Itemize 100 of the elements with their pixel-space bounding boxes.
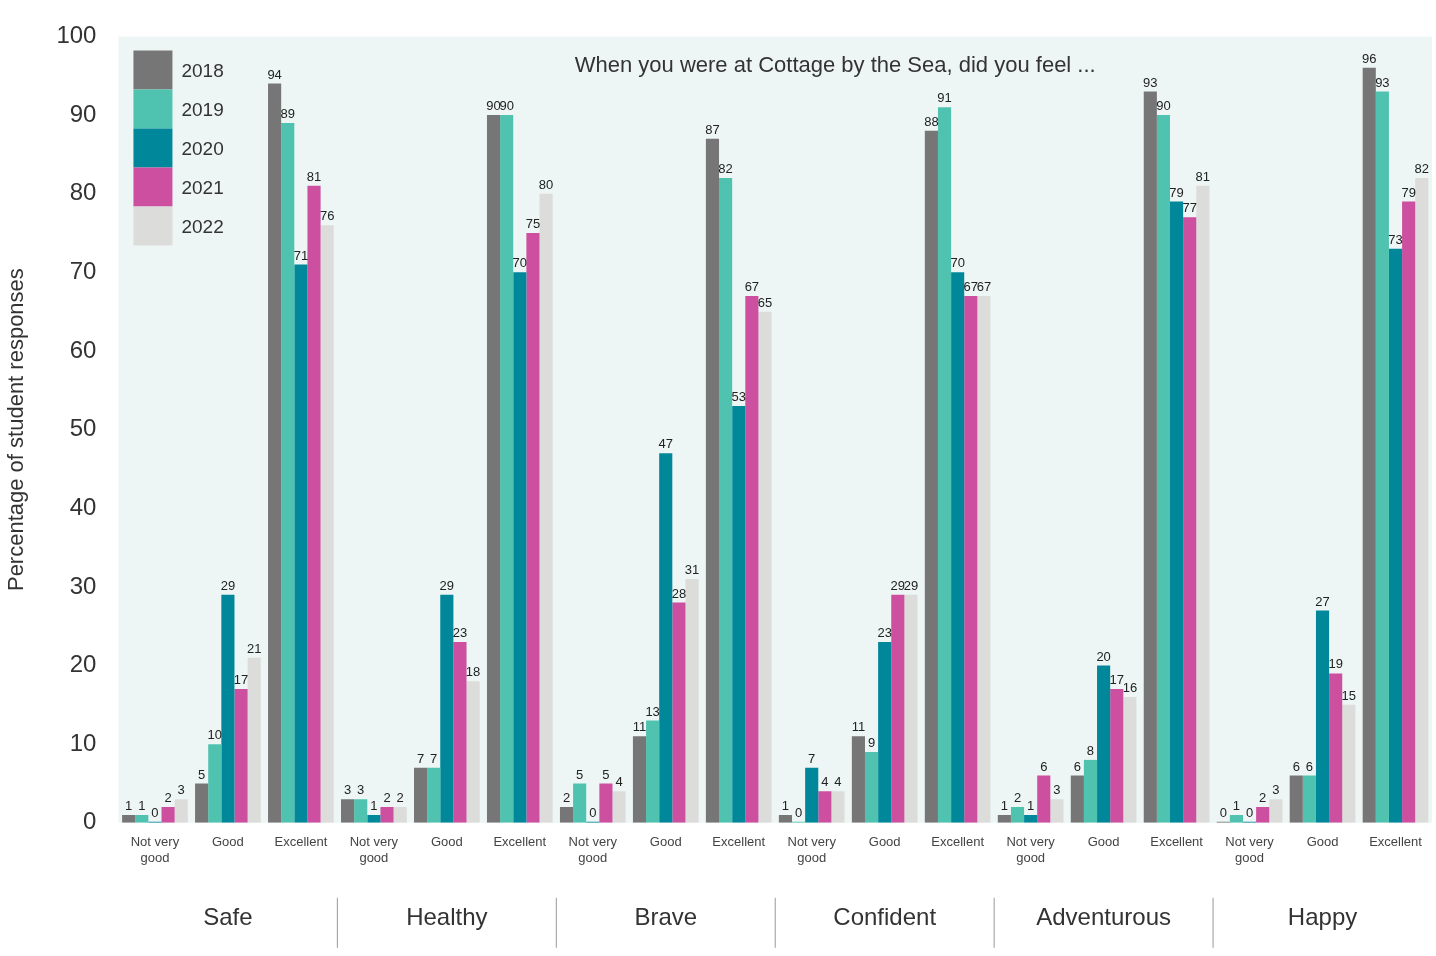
bar (685, 579, 699, 823)
y-tick-label: 70 (69, 256, 97, 284)
x-tick-label: Not very good (1225, 834, 1275, 865)
data-label: 2 (1259, 790, 1267, 806)
data-label: 5 (198, 766, 206, 782)
data-label: 71 (293, 247, 309, 263)
x-tick-label: Excellent (712, 834, 766, 850)
bar (891, 594, 905, 823)
data-label: 1 (1232, 798, 1241, 814)
y-tick-label: 50 (69, 414, 97, 442)
data-label: 0 (1245, 804, 1254, 820)
data-label: 3 (1053, 782, 1061, 798)
bar (1143, 91, 1157, 823)
bar (1375, 91, 1389, 823)
y-axis-title: Percentage of student responses (3, 268, 29, 592)
x-tick-label: Excellent (493, 834, 547, 850)
data-label: 9 (867, 735, 876, 751)
x-tick-label: Not very good (787, 834, 837, 865)
bar (294, 264, 308, 823)
data-label: 67 (744, 278, 760, 294)
text: When you were at Cottage by the Sea, did you feel ... (574, 52, 1096, 78)
x-tick-label: Good (430, 834, 463, 850)
data-label: 2 (396, 790, 404, 806)
bar (539, 193, 553, 823)
legend-label: 2021 (181, 177, 224, 199)
bar (161, 807, 175, 823)
text: Safe (203, 903, 253, 931)
data-label: 0 (1219, 804, 1227, 820)
data-label: 16 (1122, 680, 1138, 696)
text: Healthy (406, 903, 488, 931)
x-tick-label: Excellent (274, 834, 328, 850)
bar (1123, 696, 1137, 823)
data-label: 4 (821, 774, 829, 790)
data-label: 7 (430, 750, 438, 766)
bar (427, 767, 441, 823)
bar (1315, 610, 1330, 823)
bar (1402, 201, 1416, 823)
bar (1269, 799, 1283, 823)
data-label: 7 (808, 750, 816, 766)
data-label: 1 (125, 798, 133, 814)
data-label: 2 (164, 790, 172, 806)
data-label: 17 (1109, 672, 1124, 688)
data-label: 8 (1086, 742, 1095, 758)
bar (632, 736, 647, 823)
x-tick-label: Not very good (130, 834, 180, 865)
data-label: 3 (343, 782, 352, 798)
bar (705, 138, 720, 823)
x-tick-label: Good (1087, 834, 1120, 850)
bar (486, 115, 501, 823)
bar (453, 641, 467, 823)
bar (380, 807, 394, 823)
data-label: 21 (246, 640, 262, 656)
bar (500, 115, 514, 823)
y-tick-label: 90 (69, 99, 97, 127)
bar (320, 225, 334, 823)
x-tick-label: Good (1306, 834, 1339, 850)
data-label: 47 (658, 436, 673, 452)
data-label: 29 (220, 577, 236, 593)
bar (1388, 248, 1403, 823)
data-label: 13 (645, 703, 660, 719)
y-tick-label: 20 (69, 650, 97, 678)
data-label: 29 (903, 577, 919, 593)
data-label: 1 (138, 798, 146, 814)
bar (719, 177, 733, 823)
x-tick-label: Good (868, 834, 901, 850)
data-label: 90 (1156, 98, 1171, 114)
bar (513, 272, 527, 823)
data-label: 0 (589, 804, 597, 820)
text: Confident (833, 903, 937, 931)
data-label: 4 (834, 774, 842, 790)
bar (672, 602, 686, 823)
data-label: 1 (370, 798, 378, 814)
data-label: 7 (416, 750, 425, 766)
bar (659, 453, 673, 823)
legend-label: 2022 (181, 216, 224, 238)
data-label: 53 (731, 389, 746, 405)
data-label: 70 (512, 255, 528, 271)
data-label: 0 (151, 804, 159, 820)
data-label: 11 (851, 719, 866, 735)
bar (1097, 665, 1111, 823)
bar (805, 767, 819, 823)
bar (208, 744, 222, 823)
data-label: 20 (1096, 648, 1111, 664)
data-label: 3 (1272, 782, 1280, 798)
bar (878, 641, 892, 823)
bar (1342, 704, 1356, 823)
data-label: 17 (233, 672, 249, 688)
data-label: 88 (924, 113, 939, 129)
bar (612, 791, 626, 823)
data-label: 28 (671, 585, 687, 601)
bar (307, 185, 321, 823)
bar (1289, 775, 1303, 823)
data-label: 2 (562, 790, 571, 806)
text: Brave (634, 903, 698, 931)
data-label: 90 (499, 98, 514, 114)
bar (234, 689, 248, 823)
bar (951, 272, 965, 823)
data-label: 15 (1341, 687, 1357, 703)
data-label: 2 (1013, 790, 1022, 806)
x-tick-label: Excellent (931, 834, 985, 850)
